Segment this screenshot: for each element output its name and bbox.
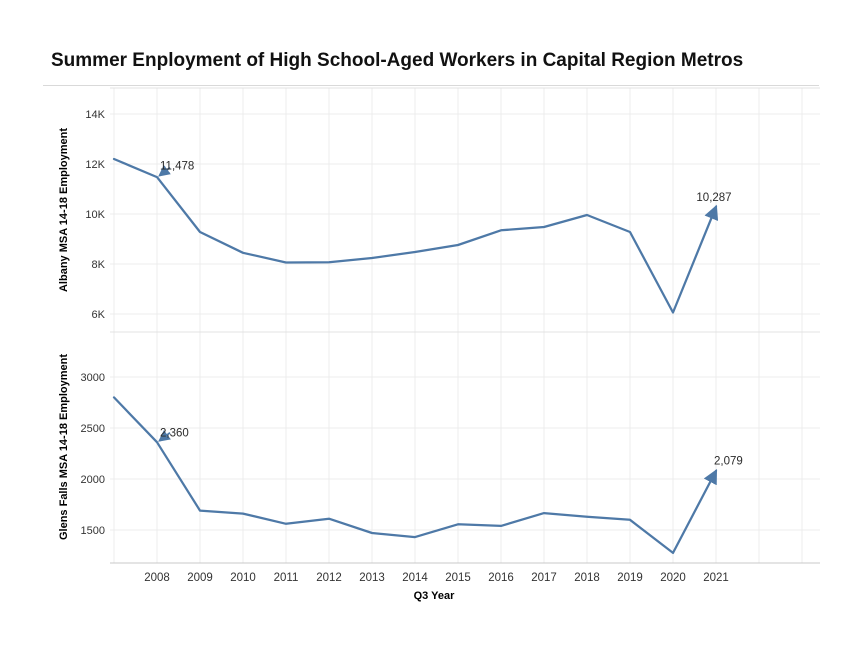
- x-tick-label: 2012: [316, 572, 342, 584]
- y-tick-label: 1500: [81, 525, 105, 537]
- x-tick-label: 2009: [187, 572, 213, 584]
- annotation-arrow: [158, 164, 171, 177]
- y-tick-label: 3000: [81, 372, 105, 384]
- y-tick-label: 2500: [81, 423, 105, 435]
- title-divider: [43, 85, 819, 86]
- chart-title: Summer Enployment of High School-Aged Wo…: [51, 50, 744, 71]
- glens-falls-msa-line: [112, 396, 718, 555]
- y-tick-label: 14K: [85, 109, 105, 121]
- x-tick-label: 2019: [617, 572, 643, 584]
- albany-msa-line: [112, 157, 719, 314]
- x-tick-label: 2008: [144, 572, 170, 584]
- annotation-label: 2,079: [714, 455, 743, 467]
- annotation-label: 2,360: [160, 428, 189, 440]
- x-tick-label: 2010: [230, 572, 256, 584]
- x-tick-label: 2013: [359, 572, 385, 584]
- x-tick-label: 2011: [274, 572, 299, 584]
- x-tick-label: 2018: [574, 572, 600, 584]
- x-tick-label: 2020: [660, 572, 686, 584]
- y-tick-label: 8K: [92, 259, 106, 271]
- x-axis-title: Q3 Year: [413, 590, 455, 602]
- x-tick-label: 2021: [703, 572, 729, 584]
- y-tick-label: 2000: [81, 474, 105, 486]
- x-tick-label: 2017: [531, 572, 557, 584]
- annotation-arrow: [158, 430, 171, 442]
- x-tick-label: 2015: [445, 572, 471, 584]
- x-tick-label: 2016: [488, 572, 514, 584]
- x-tick-label: 2014: [402, 572, 428, 584]
- y-tick-label: 10K: [85, 209, 105, 221]
- annotation-label: 10,287: [696, 192, 731, 204]
- y-tick-label: 12K: [85, 159, 105, 171]
- y-tick-label: 6K: [92, 309, 106, 321]
- annotation-label: 11,478: [160, 161, 194, 173]
